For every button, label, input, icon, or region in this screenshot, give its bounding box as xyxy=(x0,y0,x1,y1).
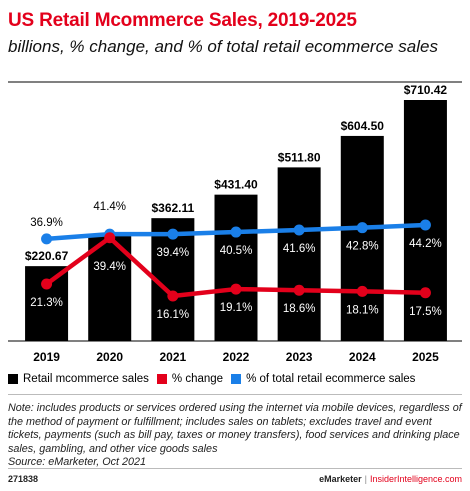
legend-swatch-share xyxy=(231,374,242,384)
legend-label-change: % change xyxy=(171,373,224,385)
share-label-2024: 42.8% xyxy=(346,241,379,253)
share-line-point-2023 xyxy=(293,224,305,236)
share-line-point-2025 xyxy=(419,219,431,231)
bar-2023 xyxy=(277,167,321,341)
change-label-2025: 17.5% xyxy=(409,306,442,318)
brand-emarketer: eMarketer xyxy=(319,474,362,484)
bar-label-2022: $431.40 xyxy=(214,178,258,192)
legend-item-change: % change xyxy=(156,373,224,385)
share-label-2021: 39.4% xyxy=(157,247,190,259)
change-line-point-2023 xyxy=(293,284,305,296)
footer-brand: eMarketer | InsiderIntelligence.com xyxy=(319,474,462,484)
share-label-2025: 44.2% xyxy=(409,238,442,250)
change-line-point-2025 xyxy=(419,287,431,299)
bar-2024 xyxy=(340,135,384,341)
brand-separator: | xyxy=(364,474,367,484)
change-label-2019: 21.3% xyxy=(30,297,63,309)
share-label-2019: 36.9% xyxy=(30,217,63,229)
share-label-2020: 39.4% xyxy=(93,261,126,273)
share-line-point-2019 xyxy=(41,233,53,245)
chart-id: 271838 xyxy=(8,474,39,484)
share-label-2023: 41.6% xyxy=(283,243,316,255)
share-line-point-2024 xyxy=(356,222,368,234)
change-line-point-2019 xyxy=(41,278,53,290)
bar-label-2019: $220.67 xyxy=(25,249,69,263)
source-text: Source: eMarketer, Oct 2021 xyxy=(8,456,147,468)
brand-insiderintelligence: InsiderIntelligence.com xyxy=(369,474,462,484)
divider-bottom xyxy=(8,468,462,469)
change-label-2022: 19.1% xyxy=(220,302,253,314)
share-line-point-2022 xyxy=(230,226,242,238)
footnote: Note: includes products or services orde… xyxy=(8,402,466,470)
change-line-point-2022 xyxy=(230,283,242,295)
change-label-2021: 16.1% xyxy=(157,309,190,321)
legend-label-share: % of total retail ecommerce sales xyxy=(246,373,416,385)
chart-title: US Retail Mcommerce Sales, 2019-2025 xyxy=(8,10,357,31)
x-tick-2024: 2024 xyxy=(349,350,376,364)
change-line-point-2020 xyxy=(104,232,116,244)
legend: Retail mcommerce sales % change % of tot… xyxy=(8,373,423,385)
chart-subtitle: billions, % change, and % of total retai… xyxy=(8,37,438,56)
bar-label-2024: $604.50 xyxy=(341,119,385,133)
change-label-2020: 41.4% xyxy=(93,201,126,213)
bar-label-2025: $710.42 xyxy=(404,83,448,97)
legend-item-share: % of total retail ecommerce sales xyxy=(231,373,415,385)
bar-2022 xyxy=(214,194,258,341)
chart-area: $220.67 $311.93$362.11$431.40$511.80$604.… xyxy=(8,81,462,364)
change-line-point-2024 xyxy=(356,285,368,297)
legend-item-sales: Retail mcommerce sales xyxy=(8,373,149,385)
x-tick-2019: 2019 xyxy=(33,350,60,364)
legend-swatch-sales xyxy=(8,374,18,384)
x-tick-2022: 2022 xyxy=(223,350,250,364)
share-line-point-2021 xyxy=(167,228,179,240)
change-label-2023: 18.6% xyxy=(283,303,316,315)
bar-label-2023: $511.80 xyxy=(278,150,321,164)
divider-top xyxy=(8,394,462,395)
share-label-2022: 40.5% xyxy=(220,245,253,257)
bar-label-2021: $362.11 xyxy=(151,201,194,215)
change-label-2024: 18.1% xyxy=(346,304,379,316)
legend-label-sales: Retail mcommerce sales xyxy=(23,373,149,385)
x-tick-2021: 2021 xyxy=(160,350,187,364)
change-line-point-2021 xyxy=(167,290,179,302)
note-text: Note: includes products or services orde… xyxy=(8,402,462,455)
legend-swatch-change xyxy=(156,374,167,384)
x-tick-2020: 2020 xyxy=(96,350,123,364)
x-tick-2025: 2025 xyxy=(412,350,439,364)
x-tick-2023: 2023 xyxy=(286,350,313,364)
